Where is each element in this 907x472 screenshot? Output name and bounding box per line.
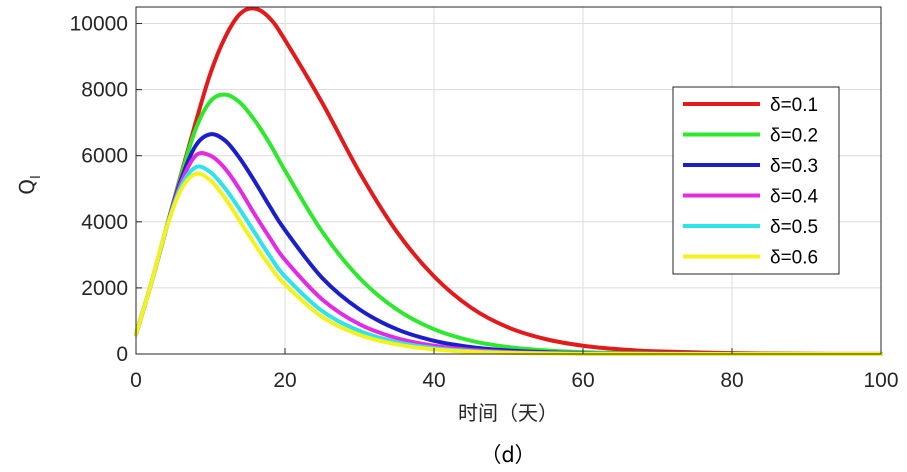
y-axis-label: QI	[15, 175, 44, 195]
y-tick-label: 6000	[81, 145, 128, 168]
figure-caption: （d）	[480, 443, 535, 467]
y-tick-label: 8000	[81, 79, 128, 102]
x-tick-label: 100	[863, 369, 898, 392]
legend-items: δ=0.1 δ=0.2 δ=0.3 δ=0.4 δ=0.5 δ=0.6	[683, 95, 819, 269]
legend: δ=0.1 δ=0.2 δ=0.3 δ=0.4 δ=0.5 δ=0.6	[672, 86, 840, 275]
y-axis-label-sub: I	[29, 175, 44, 179]
x-tick-label: 40	[422, 369, 445, 392]
legend-label-3: δ=0.3	[770, 156, 818, 177]
legend-label-2: δ=0.2	[770, 126, 818, 147]
x-tick-label: 0	[130, 369, 142, 392]
x-tick-label: 20	[273, 369, 296, 392]
legend-box	[672, 86, 840, 275]
legend-label-5: δ=0.5	[770, 217, 818, 238]
y-axis-label-main: Q	[15, 179, 39, 195]
x-axis-ticks: 0 20 40 60 80 100	[130, 348, 899, 392]
legend-label-4: δ=0.4	[770, 187, 819, 208]
y-tick-label: 10000	[70, 13, 128, 36]
y-axis-ticks: 0 2000 4000 6000 8000 10000	[70, 13, 142, 366]
x-tick-label: 80	[720, 369, 743, 392]
y-tick-label: 4000	[81, 211, 128, 234]
y-tick-label: 2000	[81, 277, 128, 300]
series-line-1	[134, 6, 883, 356]
y-tick-label: 0	[116, 343, 128, 366]
x-axis-label: 时间（天）	[458, 401, 558, 425]
legend-label-1: δ=0.1	[770, 95, 818, 116]
x-tick-label: 60	[571, 369, 594, 392]
axes-frame	[135, 6, 882, 355]
legend-label-6: δ=0.6	[770, 248, 818, 269]
